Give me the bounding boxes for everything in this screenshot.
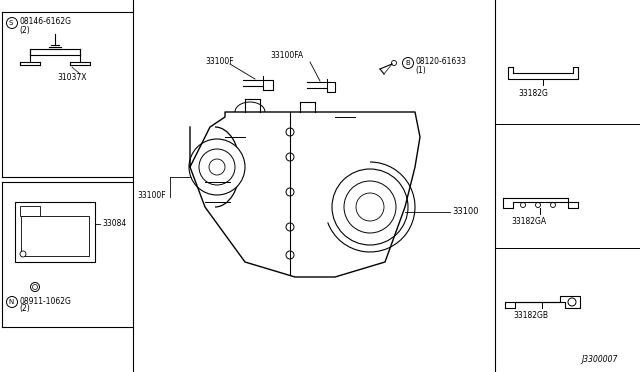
- Text: 33100F: 33100F: [137, 190, 166, 199]
- Circle shape: [286, 223, 294, 231]
- Circle shape: [520, 202, 525, 208]
- Circle shape: [6, 296, 17, 308]
- Circle shape: [550, 202, 556, 208]
- Circle shape: [356, 193, 384, 221]
- Circle shape: [199, 149, 235, 185]
- Text: 33100: 33100: [452, 208, 479, 217]
- Circle shape: [209, 159, 225, 175]
- Text: 33100F: 33100F: [205, 58, 234, 67]
- Bar: [21, 216, 89, 256]
- Circle shape: [6, 17, 17, 29]
- Text: 33182GA: 33182GA: [511, 218, 546, 227]
- Circle shape: [403, 58, 413, 68]
- Text: 33084: 33084: [102, 219, 126, 228]
- Circle shape: [33, 285, 38, 289]
- Circle shape: [189, 139, 245, 195]
- Text: 08120-61633: 08120-61633: [415, 58, 466, 67]
- Bar: [15, 202, 95, 262]
- Circle shape: [20, 251, 26, 257]
- Text: 33182GB: 33182GB: [513, 311, 548, 321]
- Text: 31037X: 31037X: [57, 73, 86, 81]
- Text: J3300007: J3300007: [582, 356, 618, 365]
- Circle shape: [286, 128, 294, 136]
- Circle shape: [31, 282, 40, 292]
- Text: (2): (2): [19, 305, 29, 314]
- Circle shape: [344, 181, 396, 233]
- Circle shape: [286, 153, 294, 161]
- Text: S: S: [9, 20, 13, 26]
- Circle shape: [286, 251, 294, 259]
- Circle shape: [332, 169, 408, 245]
- Circle shape: [536, 202, 541, 208]
- Text: (2): (2): [19, 26, 29, 35]
- Text: 33182G: 33182G: [518, 89, 548, 97]
- Text: B: B: [406, 60, 410, 66]
- Text: 08911-1062G: 08911-1062G: [19, 296, 71, 305]
- Text: 33100FA: 33100FA: [270, 51, 303, 60]
- Circle shape: [568, 298, 576, 306]
- Text: 08146-6162G: 08146-6162G: [19, 17, 71, 26]
- Bar: [20, 206, 40, 216]
- Circle shape: [286, 188, 294, 196]
- Text: N: N: [8, 299, 13, 305]
- Text: (1): (1): [415, 67, 426, 76]
- Circle shape: [392, 61, 397, 65]
